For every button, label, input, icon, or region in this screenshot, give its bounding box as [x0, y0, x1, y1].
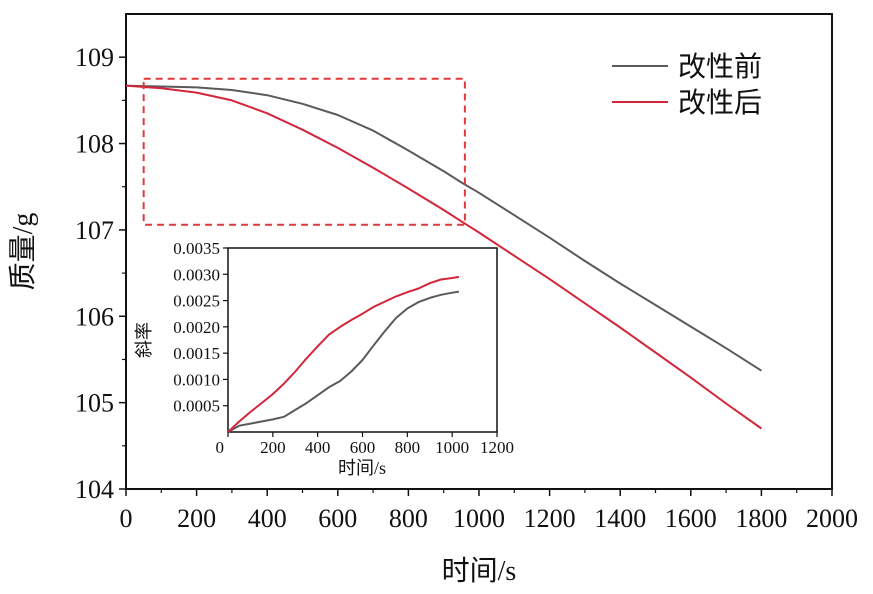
inset-y-tick-label: 0.0020 — [173, 318, 220, 337]
inset-plot-frame — [227, 247, 498, 433]
main-x-tick-label: 1000 — [453, 504, 505, 533]
inset-x-axis-title: 时间/s — [338, 458, 386, 478]
main-x-axis-title: 时间/s — [442, 555, 517, 587]
inset-y-tick-label: 0.0035 — [173, 239, 220, 258]
legend-label-1: 改性后 — [678, 87, 762, 119]
main-x-tick-label: 0 — [120, 504, 133, 533]
main-y-tick-label: 108 — [75, 130, 114, 159]
inset-series-line-1 — [227, 275, 460, 433]
inset-x-tick-label: 400 — [305, 438, 331, 457]
inset-series-line-0 — [227, 290, 460, 433]
main-x-tick-label: 800 — [389, 504, 428, 533]
inset-y-axis-title: 斜率 — [134, 322, 154, 358]
inset-x-tick-label: 1200 — [480, 438, 514, 457]
main-x-tick-label: 1800 — [735, 504, 787, 533]
main-y-tick-label: 105 — [75, 389, 114, 418]
inset-y-tick-label: 0.0025 — [173, 292, 220, 311]
inset-y-tick-label: 0.0010 — [173, 370, 220, 389]
main-series-line-0 — [125, 84, 762, 372]
main-x-tick-label: 1200 — [524, 504, 576, 533]
main-x-tick-label: 600 — [318, 504, 357, 533]
main-y-axis-title: 质量/g — [7, 213, 39, 291]
main-x-tick-label: 1400 — [594, 504, 646, 533]
inset-plot: 0 200 400 600 800 1000 1200 0.0005 0.0010 0.0015 0… — [134, 239, 514, 478]
inset-x-tick-label: 1000 — [435, 438, 469, 457]
main-y-tick-label: 106 — [75, 302, 114, 331]
inset-x-tick-label: 600 — [350, 438, 376, 457]
main-x-tick-label: 2000 — [806, 504, 858, 533]
main-x-tick-label: 400 — [248, 504, 287, 533]
inset-y-tick-label: 0.0015 — [173, 344, 220, 363]
main-y-tick-label: 104 — [75, 475, 114, 504]
main-plot: 0 200 400 600 800 1000 1200 1400 1600 1800 2000104… — [7, 13, 858, 587]
inset-x-tick-label: 0 — [216, 438, 225, 457]
highlight-dashed-box — [142, 77, 466, 226]
main-x-tick-label: 1600 — [665, 504, 717, 533]
legend-label-0: 改性前 — [678, 51, 762, 83]
main-y-tick-label: 107 — [75, 216, 114, 245]
main-y-tick-label: 109 — [75, 43, 114, 72]
main-series-line-1 — [125, 84, 762, 430]
inset-x-tick-label: 800 — [395, 438, 421, 457]
inset-y-tick-label: 0.0030 — [173, 265, 220, 284]
inset-y-tick-label: 0.0005 — [173, 397, 220, 416]
main-x-tick-label: 200 — [177, 504, 216, 533]
inset-x-tick-label: 200 — [260, 438, 286, 457]
